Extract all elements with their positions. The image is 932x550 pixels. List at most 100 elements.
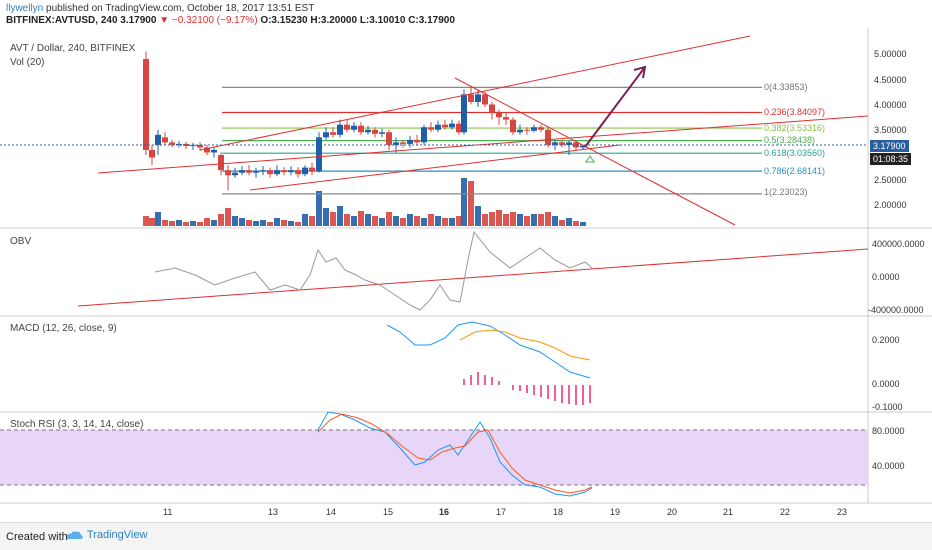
volume-bar <box>456 216 462 226</box>
candle-body <box>428 127 434 130</box>
stoch-k-line <box>317 411 593 497</box>
volume-bar <box>309 216 315 226</box>
trend-line-upper[interactable] <box>199 35 751 151</box>
candle-body <box>489 104 495 113</box>
fib-label-5: 0.5(3.28438) <box>764 135 816 145</box>
fib-label-236: 0.236(3.84097) <box>764 107 826 117</box>
volume-bar <box>475 206 481 226</box>
volume-bar <box>239 218 245 226</box>
candle-body <box>524 129 530 131</box>
projection-arrow[interactable] <box>584 66 646 148</box>
candle-body <box>155 134 161 145</box>
candle-body <box>365 129 371 133</box>
obv-line <box>154 230 593 311</box>
price-tick: 2.50000 <box>874 175 907 185</box>
chart-canvas[interactable] <box>0 0 932 522</box>
candle-body <box>503 117 509 120</box>
candle-body <box>449 123 455 128</box>
candle-body <box>162 137 168 143</box>
macd-line <box>386 321 591 379</box>
candle-body <box>176 143 182 145</box>
candle-body <box>149 149 155 158</box>
time-tick: 15 <box>383 507 394 517</box>
macd-hist-bar <box>526 385 528 393</box>
author-link[interactable]: llywellyn <box>6 3 44 14</box>
macd-signal-line <box>459 329 591 361</box>
candle-body <box>309 167 315 172</box>
volume-bar <box>267 222 273 226</box>
macd-histogram <box>463 372 591 405</box>
candle-body <box>442 124 448 128</box>
volume-bar <box>580 222 586 226</box>
candle-body <box>456 123 462 133</box>
volume-bar <box>435 216 441 226</box>
volume-bar <box>503 214 509 226</box>
tradingview-logo[interactable]: TradingView <box>66 529 147 541</box>
volume-bar <box>538 214 544 226</box>
macd-hist-bar <box>498 381 500 385</box>
created-with-text: Created with <box>6 531 68 543</box>
candle-body <box>482 94 488 105</box>
tradingview-brand: TradingView <box>86 529 148 541</box>
obv-label: OBV <box>10 236 32 247</box>
macd-tick: 0.2000 <box>872 335 900 345</box>
candle-body <box>372 129 378 134</box>
symbol-line: BITFINEX:AVTUSD, 240 3.17900 ▼ −0.32100 … <box>6 15 455 26</box>
macd-tick: 0.0000 <box>872 379 900 389</box>
volume-bar <box>183 222 189 226</box>
volume-bar <box>414 216 420 226</box>
volume-bar <box>302 214 308 226</box>
candle-body <box>239 170 245 173</box>
macd-hist-bar <box>512 385 514 390</box>
trend-line-support[interactable] <box>249 144 621 191</box>
candle-body <box>496 112 502 118</box>
candle-body <box>379 132 385 134</box>
macd-hist-bar <box>477 372 479 385</box>
macd-hist-bar <box>554 385 556 401</box>
volume-bar <box>517 214 523 226</box>
candle-body <box>414 139 420 143</box>
volume-bar <box>407 214 413 226</box>
stoch-label: Stoch RSI (3, 3, 14, 14, close) <box>10 419 144 430</box>
price-tick: 5.00000 <box>874 49 907 59</box>
candle-body <box>267 170 273 175</box>
publish-info: published on TradingView.com, October 18… <box>46 3 315 14</box>
candle-body <box>351 125 357 130</box>
macd-hist-bar <box>589 385 591 403</box>
candle-body <box>302 167 308 175</box>
vol-label: Vol (20) <box>10 57 45 68</box>
time-tick: 22 <box>780 507 791 517</box>
candle-body <box>435 124 441 130</box>
candle-body <box>246 170 252 173</box>
cloud-icon <box>66 531 83 540</box>
volume-bar <box>260 220 266 226</box>
candle-body <box>288 170 294 173</box>
volume-bar <box>169 221 175 226</box>
fib-label-618: 0.618(3.03560) <box>764 148 826 158</box>
candle-body <box>274 170 280 175</box>
trend-line-lower[interactable] <box>97 115 869 174</box>
candle-body <box>316 137 322 172</box>
change-value: ▼ −0.32100 (−9.17%) <box>159 15 258 26</box>
volume-bar <box>496 210 502 226</box>
volume-bars <box>143 178 586 226</box>
volume-bar <box>510 212 516 226</box>
obv-tick: 0.0000 <box>872 272 900 282</box>
volume-bar <box>489 212 495 226</box>
volume-bar <box>372 216 378 226</box>
trend-line-down[interactable] <box>454 77 736 226</box>
candle-body <box>545 129 551 145</box>
volume-bar <box>155 212 161 226</box>
obv-tick: 400000.0000 <box>872 239 925 249</box>
macd-hist-bar <box>463 379 465 385</box>
obv-trend-line[interactable] <box>77 248 869 307</box>
volume-bar <box>337 206 343 226</box>
obv-tick: -400000.0000 <box>868 305 924 315</box>
volume-bar <box>253 221 259 226</box>
volume-bar <box>358 211 364 226</box>
macd-hist-bar <box>470 375 472 385</box>
candle-body <box>232 172 238 176</box>
volume-bar <box>211 220 217 226</box>
volume-bar <box>176 220 182 226</box>
candlesticks <box>143 51 586 191</box>
